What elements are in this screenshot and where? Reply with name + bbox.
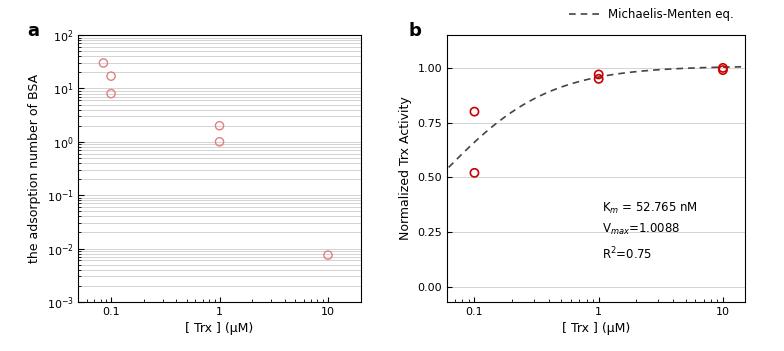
X-axis label: [ Trx ] (μM): [ Trx ] (μM) (185, 322, 254, 335)
Point (717, 67, 729, 73)
Text: b: b (408, 22, 421, 40)
Michaelis-Menten eq. (639, 69, 648, 73)
Point (593, 72, 605, 77)
Point (468, 109, 481, 114)
X-axis label: [ Trx ] (μM): [ Trx ] (μM) (561, 322, 630, 335)
Michaelis-Menten eq. (576, 79, 586, 83)
Point (105, 73, 118, 79)
Point (717, 65, 729, 71)
Text: K$_m$ = 52.765 nM
V$_{max}$=1.0088
R$^2$=0.75: K$_m$ = 52.765 nM V$_{max}$=1.0088 R$^2$… (602, 200, 698, 262)
Point (97, 60, 110, 66)
Michaelis-Menten eq. (519, 102, 528, 107)
Michaelis-Menten eq. (664, 67, 673, 71)
Line: Michaelis-Menten eq.: Michaelis-Menten eq. (448, 67, 741, 167)
Point (468, 170, 481, 176)
Point (213, 139, 226, 145)
Point (105, 91, 118, 97)
Michaelis-Menten eq. (444, 165, 453, 170)
Y-axis label: the adsorption number of BSA: the adsorption number of BSA (28, 74, 41, 263)
Point (321, 252, 334, 258)
Text: a: a (27, 22, 40, 40)
Michaelis-Menten eq. (495, 118, 505, 122)
Point (213, 123, 226, 128)
Michaelis-Menten eq. (736, 65, 746, 69)
Legend: Michaelis-Menten eq.: Michaelis-Menten eq. (564, 4, 739, 26)
Y-axis label: Normalized Trx Activity: Normalized Trx Activity (399, 97, 412, 240)
Michaelis-Menten eq. (616, 71, 626, 75)
Point (593, 76, 605, 82)
